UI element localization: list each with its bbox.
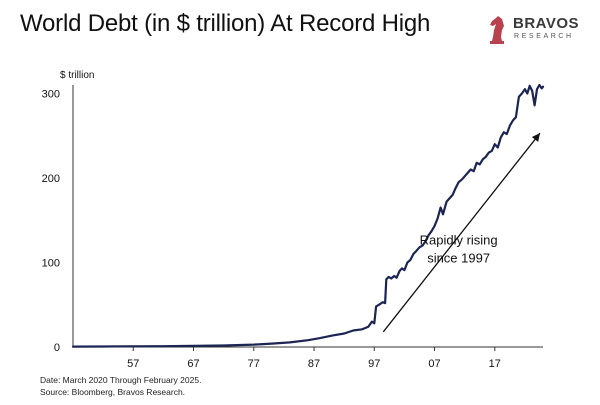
trend-arrow — [382, 132, 541, 333]
x-tick-label: 57 — [127, 358, 139, 370]
chess-knight-icon — [490, 16, 504, 44]
y-tick-label: 300 — [42, 88, 60, 100]
annotation-text: Rapidly rising — [420, 233, 498, 248]
annotation-text: since 1997 — [427, 250, 490, 265]
chart-title: World Debt (in $ trillion) At Record Hig… — [20, 10, 431, 37]
series-group — [71, 83, 545, 348]
arrow-shaft — [382, 132, 541, 333]
footnote-date: Date: March 2020 Through February 2025. — [40, 375, 202, 385]
x-tick-label: 67 — [187, 358, 199, 370]
x-tick-label: 17 — [489, 358, 501, 370]
y-axis: 0 100 200 300 — [42, 88, 60, 354]
series-line — [71, 83, 545, 348]
brand-logo: BRAVOS RESEARCH — [487, 14, 587, 48]
annotations: Rapidly rising since 1997 — [420, 233, 498, 266]
x-tick-label: 87 — [308, 358, 320, 370]
x-axis: 57 67 77 87 97 07 17 — [127, 347, 501, 370]
footnote-source: Source: Bloomberg, Bravos Research. — [40, 387, 186, 397]
logo-name: BRAVOS — [513, 15, 580, 32]
y-tick-label: 100 — [42, 257, 60, 269]
x-tick-label: 77 — [248, 358, 260, 370]
x-tick-label: 07 — [428, 358, 440, 370]
x-tick-label: 97 — [368, 358, 380, 370]
logo-tagline: RESEARCH — [514, 33, 574, 40]
y-axis-label: $ trillion — [60, 70, 94, 81]
y-tick-label: 0 — [54, 342, 60, 354]
arrow-head — [531, 133, 540, 142]
y-tick-label: 200 — [42, 173, 60, 185]
